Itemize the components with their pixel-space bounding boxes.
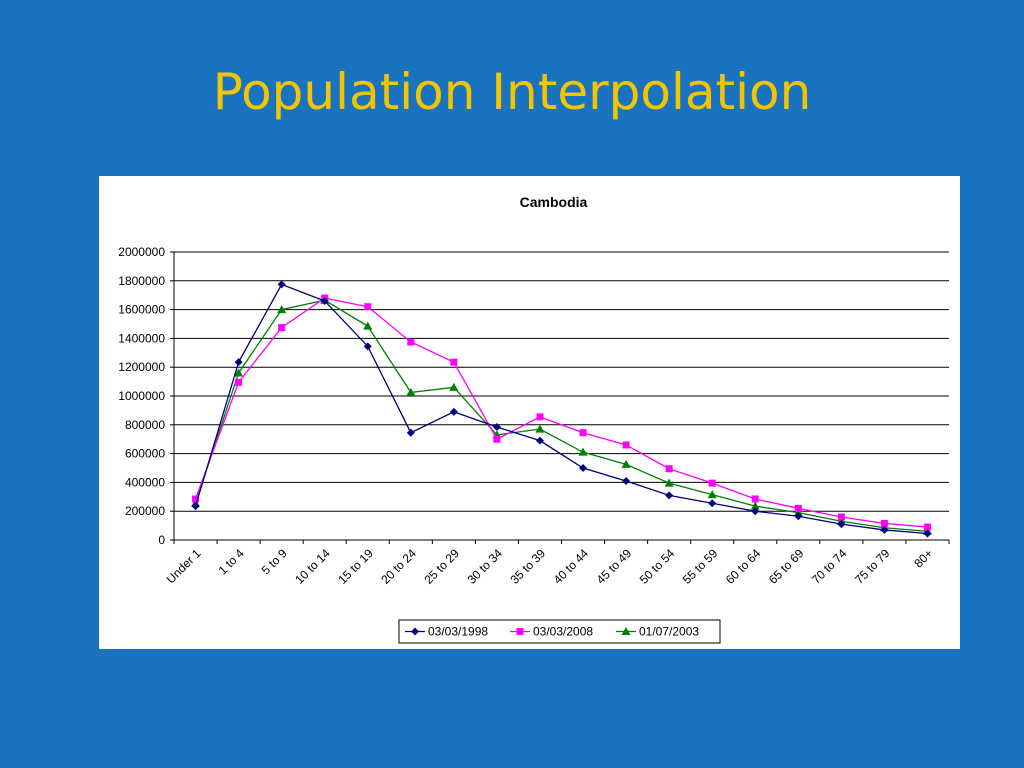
y-tick-label: 2000000 [118,245,165,259]
data-point-0 [191,502,200,511]
x-tick-label: 65 to 69 [766,546,807,587]
data-point-2 [449,382,459,391]
y-tick-label: 1000000 [118,389,165,403]
x-tick-label: 50 to 54 [637,546,678,587]
y-tick-label: 1800000 [118,274,165,288]
x-tick-label: 45 to 49 [594,546,635,587]
data-point-2 [406,387,416,396]
data-point-1 [407,338,415,346]
data-point-0 [277,280,286,289]
series-line-1 [194,297,928,528]
line-chart: Cambodia 0 200000 400000 600000 800000 1000000… [118,194,950,644]
data-point-0 [406,428,415,437]
data-point-0 [751,507,760,516]
x-tick-label: 25 to 29 [421,546,462,587]
chart-title: Cambodia [520,194,588,210]
data-point-1 [493,435,501,443]
data-point-2 [621,459,631,468]
data-point-0 [665,491,674,500]
data-point-0 [923,529,932,538]
data-point-0 [234,358,243,367]
data-point-1 [794,504,802,512]
data-point-1 [665,465,673,473]
data-point-2 [535,424,545,433]
data-point-0 [363,342,372,351]
data-point-2 [707,490,717,499]
data-point-0 [492,422,501,431]
data-point-2 [664,478,674,487]
y-tick-label: 0 [158,533,165,547]
y-tick-label: 800000 [125,418,165,432]
data-point-1 [536,413,544,421]
x-tick-label: 20 to 24 [378,546,419,587]
x-tick-label: 75 to 79 [852,546,893,587]
x-tick-label: 35 to 39 [508,546,549,587]
slide-title: Population Interpolation [212,63,812,121]
x-tick-label: 30 to 34 [464,546,505,587]
data-point-0 [708,499,717,508]
y-tick-label: 1400000 [118,331,165,345]
data-point-0 [622,476,631,485]
data-point-2 [277,305,287,314]
x-tick-label: 70 to 74 [809,546,850,587]
data-point-1 [450,358,458,366]
legend-marker-1 [516,628,524,635]
y-tick-label: 1200000 [118,360,165,374]
x-tick-label: 1 to 4 [216,546,247,577]
series-line-2 [194,299,928,533]
data-point-2 [234,368,244,377]
x-tick-label: 15 to 19 [335,546,376,587]
x-tick-label: 55 to 59 [680,546,721,587]
data-point-2 [750,501,760,510]
legend-label-2: 01/07/2003 [639,625,699,639]
y-tick-label: 1600000 [118,303,165,317]
data-point-1 [192,495,200,503]
data-point-1 [622,441,630,449]
x-tick-label: 10 to 14 [292,546,333,587]
legend-box [398,619,721,644]
data-point-0 [880,525,889,534]
data-point-0 [837,520,846,529]
series-line-0 [194,283,928,535]
legend-marker-2 [621,627,631,635]
data-point-1 [880,519,888,527]
data-point-1 [923,523,931,531]
data-point-0 [794,512,803,521]
data-point-2 [578,447,588,456]
data-point-0 [449,407,458,416]
data-point-1 [751,495,759,503]
data-point-1 [235,378,243,386]
legend-label-0: 03/03/1998 [428,625,488,639]
legend-label-1: 03/03/2008 [533,625,593,639]
y-tick-label: 200000 [125,504,165,518]
data-point-0 [535,436,544,445]
data-point-1 [837,513,845,521]
y-tick-label: 400000 [125,475,165,489]
legend-marker-0 [411,627,419,636]
data-point-1 [579,429,587,437]
x-tick-label: 5 to 9 [259,546,290,577]
x-tick-label: 40 to 44 [551,546,592,587]
chart-panel: Cambodia 0 200000 400000 600000 800000 1000000… [99,176,960,649]
data-point-2 [363,321,373,330]
data-point-2 [793,508,803,517]
x-tick-label: Under 1 [164,546,204,586]
data-point-0 [579,464,588,472]
x-tick-label: 60 to 64 [723,546,764,587]
data-point-1 [364,303,372,311]
data-point-1 [278,324,286,332]
data-point-1 [708,479,716,487]
y-tick-label: 600000 [125,447,165,461]
x-tick-label: 80+ [911,546,935,570]
